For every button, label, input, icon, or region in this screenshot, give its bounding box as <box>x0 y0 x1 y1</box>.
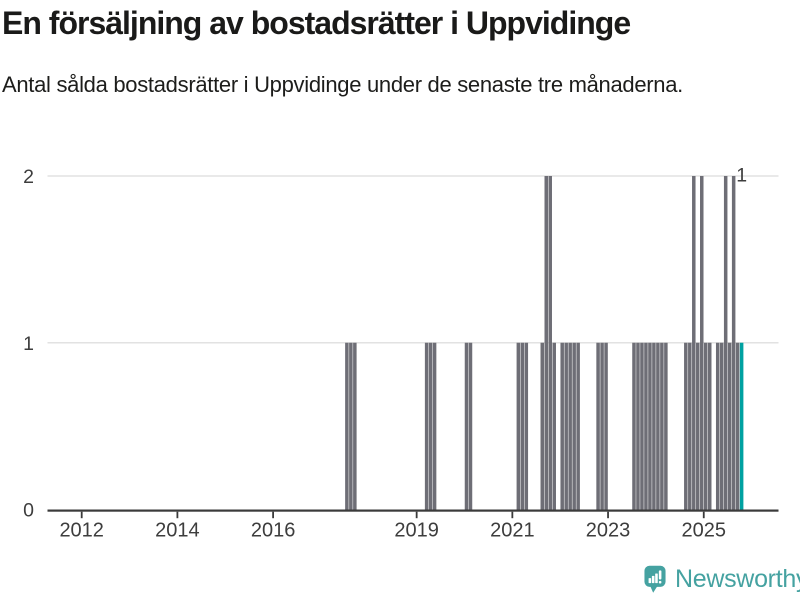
x-axis-line <box>47 509 779 512</box>
bar-2024-03 <box>664 342 668 510</box>
x-tick-label-2012: 2012 <box>59 520 104 542</box>
bar-2023-11 <box>648 342 652 510</box>
bar-2022-04 <box>572 342 576 510</box>
bar-2022-01 <box>560 342 564 510</box>
bar-2021-08 <box>540 342 545 510</box>
y-tick-label-1: 1 <box>23 333 34 355</box>
bar-2021-03 <box>520 342 525 510</box>
page-title: En försäljning av bostadsrätter i Uppvid… <box>2 5 631 41</box>
x-tick-label-2014: 2014 <box>155 520 200 542</box>
bar-2025-09 <box>735 342 740 510</box>
x-tick-label-2016: 2016 <box>251 520 296 542</box>
bar-2022-05 <box>576 342 580 510</box>
bar-2024-11 <box>696 342 700 510</box>
x-tick-2019 <box>415 511 418 519</box>
bar-2017-09 <box>353 342 357 510</box>
bar-2025-01 <box>704 342 708 510</box>
bar-2022-12 <box>604 342 608 510</box>
bar-2019-04 <box>428 342 433 510</box>
bar-2021-09 <box>544 176 548 510</box>
bar-2025-07 <box>727 342 732 510</box>
bar-2024-02 <box>660 342 664 510</box>
bar-2023-07 <box>632 342 636 510</box>
x-tick-2012 <box>80 511 83 519</box>
newsworthy-logo-icon <box>644 565 666 593</box>
bar-2023-08 <box>636 342 640 510</box>
gridline-y-2 <box>47 175 779 177</box>
x-tick-label-2025: 2025 <box>682 520 727 542</box>
page-subtitle: Antal sålda bostadsrätter i Uppvidinge u… <box>2 72 683 97</box>
x-tick-2014 <box>176 511 179 519</box>
bar-2024-01 <box>656 342 660 510</box>
bar-2021-04 <box>524 342 529 510</box>
bar-2024-10 <box>692 176 696 510</box>
gridline-y-1 <box>47 342 779 344</box>
bar-2022-03 <box>568 342 572 510</box>
bar-2023-12 <box>652 342 656 510</box>
y-tick-label-0: 0 <box>23 500 34 522</box>
bar-2023-09 <box>640 342 644 510</box>
bar-2021-02 <box>516 342 521 510</box>
newsworthy-logo: Newsworthy <box>644 562 800 596</box>
bar-2022-02 <box>564 342 568 510</box>
bar-2025-08 <box>731 176 736 510</box>
x-tick-2025 <box>702 511 705 519</box>
bar-2021-11 <box>552 342 556 510</box>
bar-2025-05 <box>719 342 724 510</box>
bar-2024-09 <box>688 342 692 510</box>
bar-2022-10 <box>596 342 600 510</box>
bar-2019-05 <box>432 342 437 510</box>
x-tick-label-2023: 2023 <box>586 520 631 542</box>
bar-2024-12 <box>700 176 704 510</box>
x-tick-label-2021: 2021 <box>490 520 535 542</box>
x-tick-2023 <box>607 511 609 519</box>
x-tick-2021 <box>511 511 514 519</box>
x-tick-2016 <box>272 511 274 519</box>
bar-2025-04 <box>715 342 720 510</box>
bar-2020-01 <box>464 342 469 510</box>
latest-value-label: 1 <box>736 165 747 187</box>
bar-2021-10 <box>548 176 552 510</box>
bar-2025-10 <box>739 342 744 510</box>
bar-2020-02 <box>468 342 473 510</box>
bar-2017-08 <box>349 342 353 510</box>
newsworthy-logo-text: Newsworthy <box>675 564 800 593</box>
bar-2025-06 <box>723 176 728 510</box>
bar-2017-07 <box>345 342 349 510</box>
bar-2022-11 <box>600 342 604 510</box>
bar-2024-08 <box>684 342 688 510</box>
bar-2025-02 <box>707 342 712 510</box>
y-tick-label-2: 2 <box>23 166 34 188</box>
bar-2019-03 <box>424 342 429 510</box>
x-tick-label-2019: 2019 <box>394 520 439 542</box>
bar-2023-10 <box>644 342 648 510</box>
